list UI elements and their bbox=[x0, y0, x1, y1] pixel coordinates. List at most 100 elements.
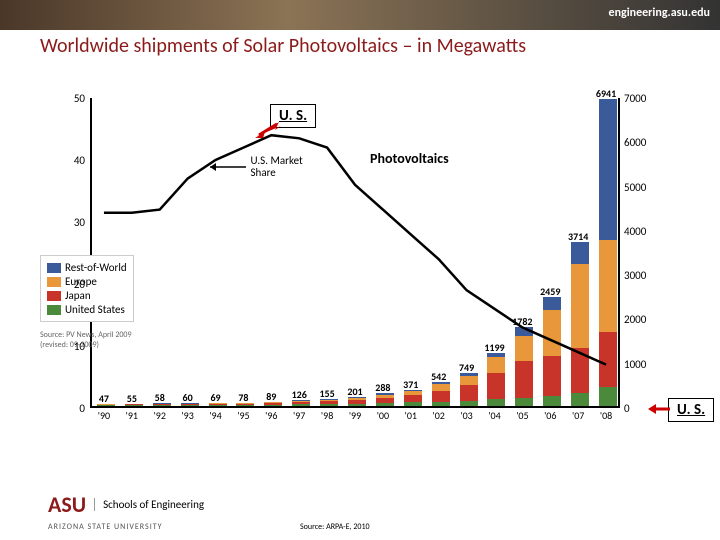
bar-group bbox=[571, 242, 589, 406]
bar-seg-united_states bbox=[97, 405, 115, 406]
legend-swatch bbox=[47, 263, 61, 273]
arrow-icon bbox=[648, 402, 672, 416]
legend-swatch bbox=[47, 277, 61, 287]
legend-box: Rest-of-WorldEuropeJapanUnited States bbox=[40, 255, 134, 322]
legend-label: Rest-of-World bbox=[65, 261, 127, 274]
legend-row: Europe bbox=[47, 275, 127, 288]
bar-group bbox=[376, 393, 394, 406]
bar-total-label: 288 bbox=[368, 381, 398, 394]
bar-group bbox=[432, 382, 450, 406]
bar-seg-rest_of_world bbox=[515, 327, 533, 336]
footer-source: Source: ARPA-E, 2010 bbox=[300, 522, 370, 532]
left-tick: 10 bbox=[60, 340, 85, 353]
left-tick: 40 bbox=[60, 154, 85, 167]
bar-seg-japan bbox=[571, 348, 589, 392]
x-tick-label: '99 bbox=[341, 409, 369, 422]
market-share-text: U.S. Market Share bbox=[251, 155, 303, 179]
bar-total-label: 1199 bbox=[479, 341, 509, 354]
bar-seg-united_states bbox=[153, 405, 171, 406]
legend-label: United States bbox=[65, 303, 125, 316]
bar-group bbox=[515, 327, 533, 406]
x-tick-label: '04 bbox=[480, 409, 508, 422]
bar-seg-europe bbox=[460, 376, 478, 386]
left-tick: 20 bbox=[60, 278, 85, 291]
bar-seg-united_states bbox=[404, 402, 422, 406]
bar-seg-united_states bbox=[460, 401, 478, 406]
right-tick: 4000 bbox=[624, 225, 659, 238]
bar-seg-united_states bbox=[571, 393, 589, 406]
market-share-label: U.S. Market Share bbox=[208, 155, 303, 179]
schools-text: Schools of Engineering bbox=[94, 498, 204, 511]
x-tick-label: '08 bbox=[592, 409, 620, 422]
bar-total-label: 3714 bbox=[563, 230, 593, 243]
bar-seg-rest_of_world bbox=[571, 242, 589, 264]
bar-seg-united_states bbox=[348, 404, 366, 406]
bar-seg-united_states bbox=[125, 405, 143, 406]
left-tick: 30 bbox=[60, 216, 85, 229]
legend-row: Japan bbox=[47, 289, 127, 302]
bar-seg-japan bbox=[432, 391, 450, 402]
bar-total-label: 60 bbox=[173, 391, 203, 404]
bar-total-label: 69 bbox=[201, 391, 231, 404]
bar-seg-united_states bbox=[515, 398, 533, 406]
legend-row: United States bbox=[47, 303, 127, 316]
bar-seg-rest_of_world bbox=[543, 297, 561, 310]
bar-seg-united_states bbox=[432, 402, 450, 406]
bar-seg-united_states bbox=[320, 404, 338, 406]
bar-seg-europe bbox=[543, 310, 561, 355]
bar-total-label: 55 bbox=[117, 392, 147, 405]
slide-title: Worldwide shipments of Solar Photovoltai… bbox=[40, 34, 526, 58]
x-tick-label: '95 bbox=[229, 409, 257, 422]
university-name: ARIZONA STATE UNIVERSITY bbox=[48, 522, 163, 532]
bar-total-label: 371 bbox=[396, 378, 426, 391]
x-tick-label: '05 bbox=[508, 409, 536, 422]
header-url: engineering.asu.edu bbox=[609, 6, 710, 20]
x-tick-label: '06 bbox=[536, 409, 564, 422]
plot-area bbox=[90, 98, 620, 408]
right-tick: 5000 bbox=[624, 181, 659, 194]
bar-total-label: 1782 bbox=[507, 315, 537, 328]
bar-seg-united_states bbox=[599, 387, 617, 406]
bar-seg-europe bbox=[571, 264, 589, 349]
bar-seg-japan bbox=[543, 356, 561, 397]
bar-total-label: 542 bbox=[424, 370, 454, 383]
x-tick-label: '03 bbox=[453, 409, 481, 422]
arrow-icon bbox=[255, 118, 283, 138]
x-tick-label: '01 bbox=[397, 409, 425, 422]
x-tick-label: '02 bbox=[425, 409, 453, 422]
x-tick-label: '92 bbox=[146, 409, 174, 422]
bar-seg-united_states bbox=[209, 405, 227, 406]
bar-group bbox=[543, 297, 561, 406]
chart-container: U.S. Market Share Rest-of-WorldEuropeJap… bbox=[60, 80, 650, 440]
bar-seg-united_states bbox=[181, 405, 199, 406]
legend-swatch bbox=[47, 291, 61, 301]
us-callout-bottom: U. S. bbox=[668, 398, 714, 422]
legend-row: Rest-of-World bbox=[47, 261, 127, 274]
x-tick-label: '90 bbox=[90, 409, 118, 422]
bar-seg-united_states bbox=[292, 404, 310, 406]
bar-total-label: 155 bbox=[312, 387, 342, 400]
right-tick: 3000 bbox=[624, 269, 659, 282]
bar-seg-united_states bbox=[264, 405, 282, 406]
x-tick-label: '97 bbox=[285, 409, 313, 422]
asu-logo: ASU bbox=[48, 491, 86, 518]
bar-total-label: 78 bbox=[228, 391, 258, 404]
bar-group bbox=[460, 373, 478, 406]
bar-seg-united_states bbox=[543, 396, 561, 406]
x-tick-label: '96 bbox=[257, 409, 285, 422]
bar-seg-europe bbox=[599, 240, 617, 332]
bar-total-label: 58 bbox=[145, 391, 175, 404]
bar-total-label: 126 bbox=[284, 388, 314, 401]
footer-logo: ASU Schools of Engineering bbox=[48, 491, 204, 518]
bar-seg-rest_of_world bbox=[599, 99, 617, 241]
x-tick-label: '91 bbox=[118, 409, 146, 422]
x-tick-label: '00 bbox=[369, 409, 397, 422]
x-tick-label: '98 bbox=[313, 409, 341, 422]
bar-total-label: 47 bbox=[89, 392, 119, 405]
bar-seg-europe bbox=[487, 357, 505, 372]
x-tick-label: '94 bbox=[202, 409, 230, 422]
right-tick: 2000 bbox=[624, 313, 659, 326]
left-tick: 50 bbox=[60, 92, 85, 105]
bar-seg-europe bbox=[515, 336, 533, 361]
bar-seg-japan bbox=[487, 373, 505, 400]
